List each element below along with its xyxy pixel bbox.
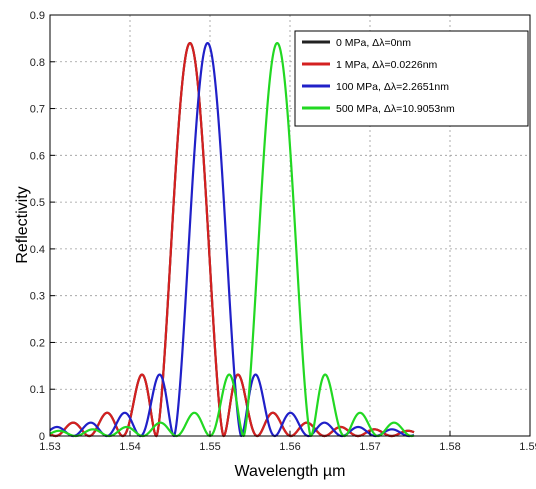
x-tick-label: 1.57: [359, 441, 380, 453]
legend-entry-2: 1 MPa, Δλ=0.0226nm: [336, 59, 438, 71]
y-tick-label: 0.1: [30, 384, 45, 396]
legend-entries: 0 MPa, Δλ=0nm 1 MPa, Δλ=0.0226nm 100 MPa, …: [302, 37, 455, 115]
x-tick-label: 1.58: [439, 441, 460, 453]
axis-ticks: 1.53 1.54 1.55 1.56 1.57 1.58 1.59 0 0.1 0.2 0.3 0.…: [30, 10, 536, 453]
legend-box: [294, 30, 529, 127]
legend-entry-1: 0 MPa, Δλ=0nm: [336, 37, 411, 49]
x-tick-label: 1.59: [519, 441, 536, 453]
x-tick-label: 1.55: [199, 441, 220, 453]
y-tick-label: 0.7: [30, 104, 45, 116]
y-tick-label: 0.6: [30, 150, 45, 162]
y-tick-label: 0.3: [30, 291, 45, 303]
y-tick-label: 0.8: [30, 57, 45, 69]
y-tick-label: 0.9: [30, 10, 45, 22]
x-axis-label: Wavelength µm: [235, 463, 346, 480]
legend: 0 MPa, Δλ=0nm 1 MPa, Δλ=0.0226nm 100 MPa, …: [294, 30, 529, 127]
y-tick-label: 0.2: [30, 337, 45, 349]
x-tick-label: 1.54: [119, 441, 140, 453]
series-group: [49, 41, 415, 438]
y-axis-label: Reflectivity: [14, 186, 31, 263]
y-tick-label: 0.5: [30, 197, 45, 209]
x-tick-label: 1.56: [279, 441, 300, 453]
y-tick-label: 0.4: [30, 244, 45, 256]
y-tick-label: 0: [39, 431, 45, 443]
series-line-2: [49, 41, 415, 438]
series-line-3: [49, 41, 415, 438]
legend-entry-4: 500 MPa, Δλ=10.9053nm: [336, 103, 455, 115]
legend-entry-3: 100 MPa, Δλ=2.2651nm: [336, 81, 449, 93]
x-tick-label: 1.53: [39, 441, 60, 453]
